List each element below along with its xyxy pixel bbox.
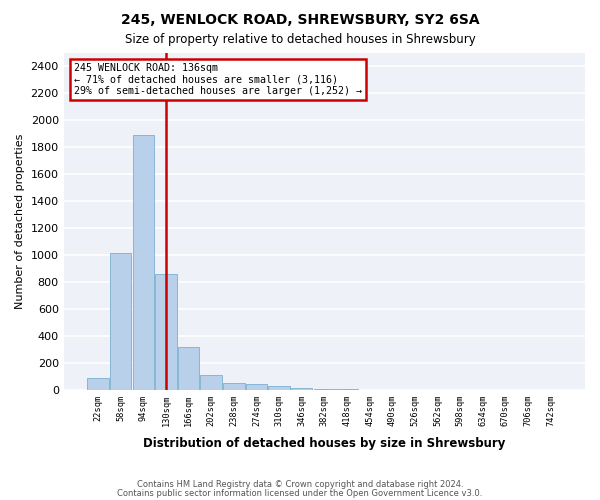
Bar	[178, 347, 199, 390]
Bar	[223, 383, 245, 390]
Text: Size of property relative to detached houses in Shrewsbury: Size of property relative to detached ho…	[125, 32, 475, 46]
Bar	[246, 384, 267, 390]
Text: 245, WENLOCK ROAD, SHREWSBURY, SY2 6SA: 245, WENLOCK ROAD, SHREWSBURY, SY2 6SA	[121, 12, 479, 26]
Bar	[291, 388, 313, 390]
Bar	[155, 274, 177, 390]
X-axis label: Distribution of detached houses by size in Shrewsbury: Distribution of detached houses by size …	[143, 437, 506, 450]
Y-axis label: Number of detached properties: Number of detached properties	[15, 134, 25, 308]
Text: Contains HM Land Registry data © Crown copyright and database right 2024.: Contains HM Land Registry data © Crown c…	[137, 480, 463, 489]
Text: Contains public sector information licensed under the Open Government Licence v3: Contains public sector information licen…	[118, 489, 482, 498]
Bar	[110, 254, 131, 390]
Bar	[88, 378, 109, 390]
Bar	[314, 389, 335, 390]
Bar	[133, 134, 154, 390]
Text: 245 WENLOCK ROAD: 136sqm
← 71% of detached houses are smaller (3,116)
29% of sem: 245 WENLOCK ROAD: 136sqm ← 71% of detach…	[74, 62, 362, 96]
Bar	[268, 386, 290, 390]
Bar	[200, 374, 222, 390]
